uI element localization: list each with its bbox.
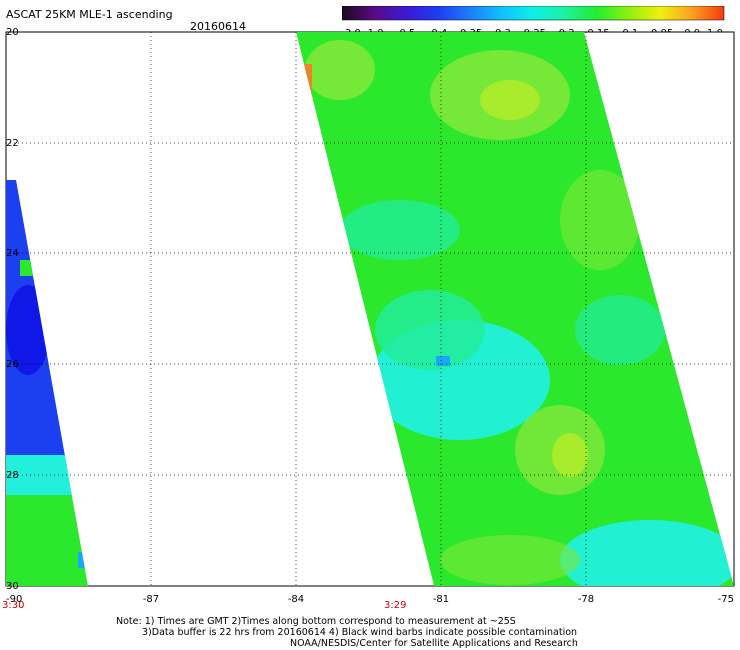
swath-pixel-orange: [304, 64, 312, 94]
chart-title: ASCAT 25KM MLE-1 ascending: [6, 8, 173, 21]
date-label: 20160614: [190, 20, 246, 33]
swath-patch: [552, 433, 588, 477]
time-label: 3:29: [384, 600, 406, 610]
x-axis-label: -84: [288, 594, 304, 605]
left-swath-pixel: [78, 552, 88, 568]
swath-patch: [575, 295, 665, 365]
y-axis-label: 22: [6, 138, 19, 149]
x-axis-label: -90: [6, 594, 22, 605]
colorbar-gradient: [342, 6, 725, 21]
swath-patch: [340, 200, 460, 260]
swath-patch: [560, 170, 640, 270]
left-swath-pixel: [20, 260, 34, 276]
y-axis-label: 28: [6, 470, 19, 481]
note-line-2: 3)Data buffer is 22 hrs from 20160614 4)…: [142, 627, 578, 638]
x-axis-label: -78: [578, 594, 594, 605]
time-label: 3:30: [2, 600, 24, 610]
note-line-1: Note: 1) Times are GMT 2)Times along bot…: [116, 616, 516, 627]
swath-patch: [560, 520, 734, 586]
x-axis-label: -75: [718, 594, 734, 605]
y-axis-label: 30: [6, 581, 19, 592]
swath-patch: [440, 535, 580, 585]
swath-patch: [305, 40, 375, 100]
grid-lines: [6, 32, 734, 586]
right-swath: [296, 32, 734, 586]
swath-base: [296, 32, 734, 586]
swath-pixel-blue: [436, 356, 450, 366]
y-axis-label: 26: [6, 359, 19, 370]
y-axis-label: 24: [6, 248, 19, 259]
ascat-map: 20 22 24 26 28 30 -90 -87 -84 -81 -78 -75 3:30 3:29: [2, 27, 735, 610]
swath-patch: [480, 80, 540, 120]
y-axis-label: 20: [6, 27, 19, 38]
swath-patch: [375, 290, 485, 370]
note-line-3: NOAA/NESDIS/Center for Satellite Applica…: [290, 638, 578, 649]
x-axis-label: -87: [143, 594, 159, 605]
x-axis-label: -81: [433, 594, 449, 605]
